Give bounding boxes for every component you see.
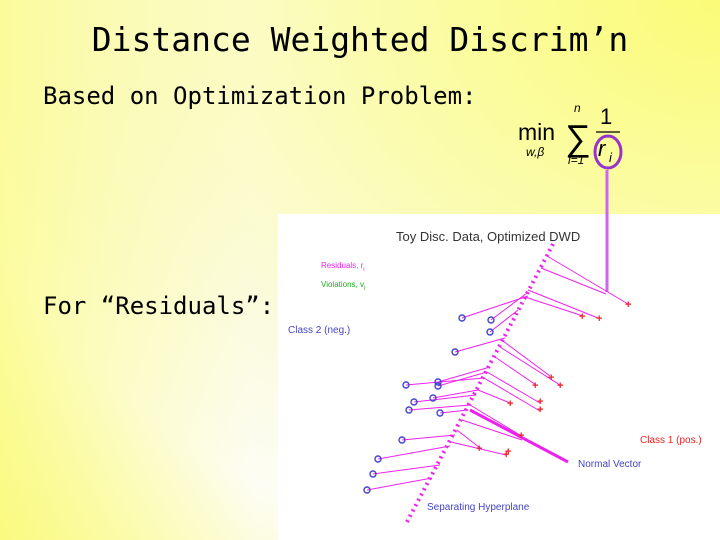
- dwd-objective-formula: min w,β n ∑ i=1 1 r i: [518, 101, 623, 170]
- normal-vector: [469, 408, 569, 464]
- residual-line: [437, 366, 491, 383]
- residual-line: [486, 371, 541, 404]
- residual-line: [401, 434, 456, 441]
- slide-title: Distance Weighted Discrim’n: [91, 20, 629, 59]
- residuals-label: For “Residuals”:: [43, 292, 275, 320]
- residual-line: [456, 429, 481, 449]
- class2-point: [398, 436, 406, 444]
- residual-line: [454, 337, 506, 353]
- class2-residuals: [366, 292, 529, 491]
- class2-label: Class 2 (neg.): [288, 325, 350, 336]
- formula-sum-bottom: i=1: [568, 153, 584, 167]
- plot-panel: [278, 214, 720, 540]
- residual-line: [377, 445, 451, 460]
- formula-highlight-circle: [593, 134, 623, 170]
- class2-point: [434, 382, 442, 390]
- separating-hyperplane: [405, 243, 555, 523]
- formula-den-r: r: [598, 136, 607, 161]
- legend-violations: Violations, vi: [321, 280, 365, 292]
- legend-residuals: Residuals, ri: [321, 261, 365, 273]
- class2-point: [429, 394, 437, 402]
- class1-point: +: [557, 380, 563, 392]
- class2-point: [487, 316, 495, 324]
- residual-line: [413, 394, 477, 403]
- residual-line: [437, 371, 488, 387]
- normal-vector-label: Normal Vector: [578, 459, 642, 470]
- residual-line: [461, 419, 523, 441]
- residual-line: [524, 296, 584, 317]
- formula-sum-top: n: [574, 101, 581, 115]
- class1-point: +: [476, 443, 482, 455]
- formula-min: min: [518, 119, 555, 145]
- class1-point: +: [625, 299, 631, 311]
- class2-point: [451, 348, 459, 356]
- residual-line: [372, 464, 441, 475]
- formula-den-i: i: [609, 150, 613, 165]
- residual-line: [469, 404, 521, 436]
- residual-line: [502, 340, 551, 377]
- residual-line: [408, 404, 471, 411]
- class1-point: +: [518, 430, 524, 442]
- class1-point: +: [596, 313, 602, 325]
- class2-point: [436, 409, 444, 417]
- class1-points: + + + + + + + + + + + + +: [476, 299, 631, 461]
- plot-title: Toy Disc. Data, Optimized DWD: [396, 229, 580, 244]
- class2-point: [458, 314, 466, 322]
- class1-point: +: [505, 446, 511, 458]
- class1-point: +: [532, 380, 538, 392]
- residual-line: [405, 377, 485, 386]
- formula-numerator: 1: [600, 104, 612, 129]
- class1-point: +: [537, 404, 543, 416]
- residual-line: [432, 389, 479, 399]
- residual-line: [439, 409, 469, 414]
- class2-point: [369, 470, 377, 478]
- residual-line: [489, 309, 519, 333]
- class2-point: [402, 381, 410, 389]
- class1-point: +: [579, 311, 585, 323]
- residual-line: [490, 292, 528, 321]
- class1-point: +: [548, 372, 554, 384]
- class2-point: [405, 406, 413, 414]
- residual-line: [527, 289, 599, 319]
- formula-sum-sign: ∑: [565, 117, 591, 158]
- residual-line: [494, 356, 537, 386]
- residual-line: [366, 477, 433, 491]
- class1-residuals: [450, 255, 629, 456]
- residual-line: [461, 295, 529, 319]
- residual-line: [499, 346, 561, 386]
- residual-line: [540, 267, 607, 295]
- class2-point: [363, 486, 371, 494]
- class1-point: +: [507, 398, 513, 410]
- class2-points: [363, 314, 495, 494]
- class1-point: +: [537, 396, 543, 408]
- hyperplane-label: Separating Hyperplane: [427, 502, 530, 513]
- class2-point: [434, 378, 442, 386]
- residual-line: [483, 377, 541, 412]
- formula-subscript: w,β: [526, 145, 544, 159]
- residual-line: [477, 389, 511, 404]
- class2-point: [374, 455, 382, 463]
- class1-label: Class 1 (pos.): [640, 435, 702, 446]
- class2-point: [486, 328, 494, 336]
- residual-line: [546, 255, 629, 305]
- class1-point: +: [503, 449, 509, 461]
- optimization-problem-label: Based on Optimization Problem:: [43, 82, 477, 110]
- class2-point: [410, 398, 418, 406]
- residual-line: [450, 441, 507, 456]
